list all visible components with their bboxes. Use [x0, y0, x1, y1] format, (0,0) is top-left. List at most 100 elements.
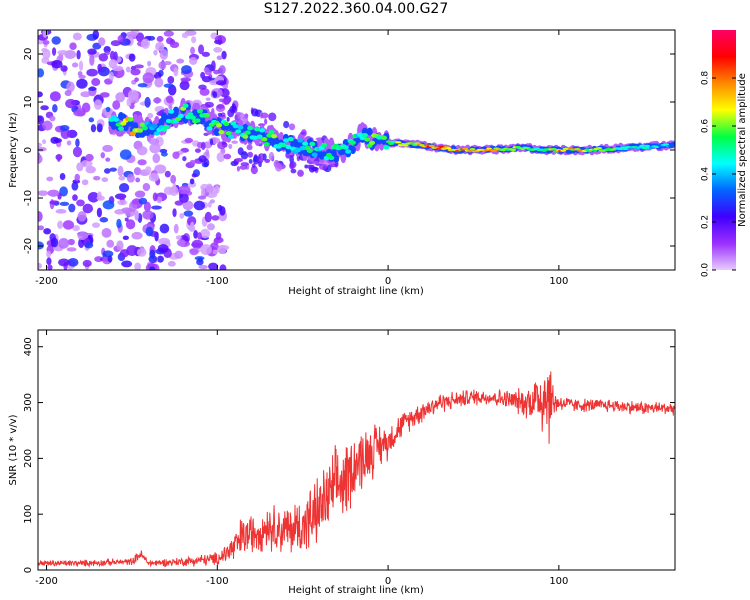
colorbar: 0.0 0.2 0.4 0.6 0.8 Normalized spectral ampl… — [701, 30, 748, 277]
spectrogram-noise-cell — [38, 225, 45, 231]
spectrogram-noise-cell — [66, 81, 75, 93]
spectrogram-noise-cell — [199, 88, 210, 96]
spectrogram-noise-cell — [40, 105, 49, 111]
spectrogram-noise-cell — [198, 44, 205, 55]
spectrogram-noise-cell — [108, 59, 118, 69]
spectrogram-noise-cell — [109, 50, 115, 61]
spectrogram-noise-cell — [117, 199, 128, 206]
spectrogram-noise-cell — [90, 124, 97, 133]
spectrogram-ridge-cell — [435, 147, 442, 151]
spectrogram-noise-cell — [178, 193, 189, 203]
spectrogram-noise-cell — [187, 216, 197, 227]
spectrogram-noise-cell — [217, 112, 223, 117]
spectrogram-noise-cell — [102, 144, 113, 153]
spectrogram-noise-cell — [207, 201, 212, 208]
spectrogram-ridge-cell — [213, 128, 220, 137]
spectrogram-y-axis: -20 -10 0 10 20 — [23, 48, 675, 254]
spectrogram-noise-cell — [128, 53, 136, 62]
spectrogram-noise-cell — [152, 153, 161, 164]
spectrogram-ridge-cell — [369, 140, 376, 145]
spectrogram-noise-cell — [38, 115, 45, 125]
spectrogram-noise-cell — [65, 98, 77, 109]
spectrogram-ridge-cell — [137, 128, 144, 133]
spectrogram-ridge-cell — [271, 133, 278, 139]
spectrogram-noise-cell — [126, 97, 132, 107]
spectrogram-noise-cell — [87, 191, 100, 203]
x-tick-label: -200 — [35, 576, 58, 587]
spectrogram-noise-cell — [53, 138, 63, 143]
y-tick-label: 0 — [23, 147, 34, 153]
spectrogram-noise-cell — [50, 237, 59, 248]
spectrogram-ridge-cell — [402, 144, 409, 147]
spectrogram-noise-cell — [125, 31, 138, 38]
snr-panel: -200 -100 0 100 0 100 200 300 400 Height of str… — [8, 329, 676, 596]
spectrogram-noise-cell — [221, 50, 227, 60]
spectrogram-noise-cell — [38, 154, 43, 164]
spectrogram-noise-cell — [201, 187, 206, 198]
spectrogram-noise-cell — [298, 171, 303, 176]
spectrogram-noise-cell — [60, 65, 68, 72]
spectrogram-ridge-cell — [177, 113, 184, 119]
spectrogram-noise-cell — [58, 238, 70, 249]
spectrogram-noise-cell — [181, 65, 192, 75]
spectrogram-noise-cell — [217, 204, 223, 212]
spectrogram-x-label: Height of straight line (km) — [288, 286, 424, 297]
spectrogram-noise-cell — [160, 151, 168, 157]
spectrogram-noise-cell — [157, 255, 164, 263]
snr-x-axis: -200 -100 0 100 — [35, 330, 568, 587]
snr-y-axis: 0 100 200 300 400 — [23, 337, 675, 573]
spectrogram-ridge-cell — [302, 141, 309, 146]
spectrogram-noise-cell — [251, 108, 259, 117]
spectrogram-image — [38, 30, 675, 270]
spectrogram-ridge-cell — [653, 145, 660, 149]
spectrogram-noise-cell — [268, 112, 277, 122]
spectrogram-noise-cell — [189, 57, 198, 65]
spectrogram-ridge-cell — [469, 147, 476, 151]
spectrogram-noise-cell — [172, 208, 177, 218]
spectrogram-noise-cell — [91, 78, 101, 86]
spectrogram-noise-cell — [198, 84, 207, 90]
spectrogram-ridge-cell — [342, 145, 349, 150]
spectrogram-noise-cell — [231, 140, 238, 144]
spectrogram-noise-cell — [71, 181, 79, 191]
spectrogram-ridge-cell — [294, 147, 301, 153]
spectrogram-noise-cell — [142, 210, 154, 220]
spectrogram-noise-cell — [152, 192, 158, 202]
spectrogram-noise-cell — [152, 97, 162, 104]
spectrogram-noise-cell — [260, 153, 264, 160]
spectrogram-noise-cell — [98, 37, 106, 46]
spectrogram-noise-cell — [142, 182, 151, 192]
spectrogram-ridge-cell — [309, 141, 316, 147]
x-tick-label: -100 — [206, 276, 229, 287]
spectrogram-ridge-cell — [438, 145, 445, 148]
spectrogram-noise-cell — [200, 228, 211, 239]
spectrogram-noise-cell — [100, 152, 106, 159]
spectrogram-noise-cell — [209, 138, 214, 146]
spectrogram-noise-cell — [216, 152, 225, 163]
spectrogram-ridge-cell — [242, 134, 249, 139]
spectrogram-noise-cell — [193, 230, 199, 239]
spectrogram-noise-cell — [87, 48, 97, 55]
spectrogram-noise-cell — [118, 175, 126, 181]
spectrogram-noise-cell — [318, 163, 328, 171]
spectrogram-noise-cell — [68, 203, 76, 213]
spectrogram-noise-cell — [147, 112, 154, 119]
spectrogram-noise-cell — [205, 185, 214, 193]
spectrogram-noise-cell — [334, 161, 339, 167]
colorbar-tick-label: 0.4 — [701, 167, 711, 182]
spectrogram-noise-cell — [166, 95, 174, 104]
spectrogram-noise-cell — [86, 68, 98, 77]
spectrogram-noise-cell — [43, 228, 52, 235]
colorbar-tick-label: 0.8 — [701, 71, 711, 86]
spectrogram-noise-cell — [246, 144, 253, 151]
spectrogram-noise-cell — [158, 61, 167, 70]
spectrogram-noise-cell — [97, 63, 103, 73]
spectrogram-noise-cell — [110, 40, 121, 47]
spectrogram-noise-cell — [46, 257, 52, 266]
spectrogram-noise-cell — [59, 186, 68, 197]
spectrogram-noise-cell — [164, 170, 171, 178]
spectrogram-noise-cell — [46, 250, 52, 258]
spectrogram-ridge-cell — [199, 116, 206, 125]
spectrogram-noise-cell — [179, 213, 185, 219]
spectrogram-noise-cell — [183, 210, 194, 217]
